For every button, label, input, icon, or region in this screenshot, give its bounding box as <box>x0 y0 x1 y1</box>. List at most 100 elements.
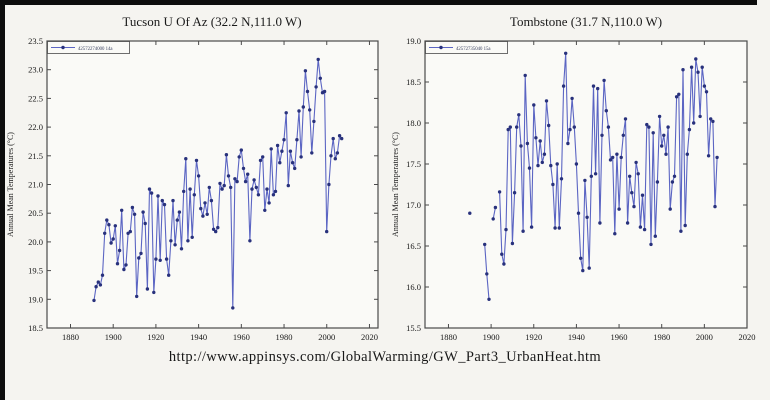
data-point-marker <box>540 160 544 165</box>
data-point-marker <box>645 122 649 127</box>
data-point-marker <box>207 185 211 190</box>
data-point-marker <box>544 99 549 103</box>
data-point-marker <box>103 231 107 235</box>
data-point-marker <box>211 227 216 231</box>
y-tick-label: 16.5 <box>406 241 421 251</box>
data-point-marker <box>468 211 472 215</box>
data-point-marker <box>325 229 329 234</box>
data-point-marker <box>109 241 113 245</box>
y-tick-label: 18.0 <box>406 118 421 128</box>
data-point-marker <box>327 182 331 187</box>
left-border-bar <box>0 0 5 400</box>
data-point-marker <box>175 218 179 222</box>
data-point-marker <box>515 125 519 129</box>
data-point-marker <box>120 208 124 212</box>
data-point-marker <box>504 227 508 232</box>
data-point-marker <box>696 70 700 74</box>
data-point-marker <box>154 257 158 261</box>
data-point-marker <box>329 154 333 158</box>
data-point-marker <box>192 193 196 197</box>
data-point-marker <box>316 57 320 62</box>
tucson-temperature-chart: Tucson U Of Az (32.2 N,111.0 W) 1880 1900 1… <box>6 14 379 342</box>
data-point-marker <box>147 187 152 191</box>
y-tick-label: 18.5 <box>406 77 421 87</box>
data-point-marker <box>340 136 344 141</box>
data-point-marker <box>521 229 525 233</box>
data-point-marker <box>655 180 660 184</box>
data-point-marker <box>670 180 675 184</box>
data-point-marker <box>613 232 617 236</box>
x-tick-label: 1980 <box>276 332 293 342</box>
data-point-marker <box>222 183 226 188</box>
legend-box <box>425 41 508 54</box>
data-point-marker <box>619 155 623 160</box>
y-tick-label: 19.0 <box>406 36 421 46</box>
data-point-marker <box>98 283 103 287</box>
data-point-marker <box>483 242 487 247</box>
data-point-marker <box>702 84 707 88</box>
data-point-marker <box>611 155 615 160</box>
data-point-marker <box>555 162 559 166</box>
data-point-marker <box>233 177 237 181</box>
data-point-marker <box>94 285 98 289</box>
x-tick-label: 1900 <box>105 332 122 342</box>
data-point-marker <box>549 163 553 168</box>
data-point-marker <box>491 217 495 221</box>
y-axis-title: Annual Mean Temperatures (°C) <box>391 132 400 237</box>
data-point-marker <box>261 155 265 159</box>
data-point-marker <box>653 234 657 238</box>
y-tick-label: 17.0 <box>406 200 421 210</box>
data-point-marker <box>248 239 252 243</box>
data-point-marker <box>664 152 668 156</box>
data-point-marker <box>280 149 284 153</box>
data-point-marker <box>566 141 570 146</box>
top-border-bar <box>0 0 757 5</box>
data-point-marker <box>630 191 634 195</box>
y-tick-label: 22.5 <box>28 93 43 103</box>
legend-marker <box>439 45 443 50</box>
data-point-marker <box>156 194 160 198</box>
data-point-marker <box>135 294 139 299</box>
data-point-marker <box>668 207 672 211</box>
data-point-marker <box>111 237 115 241</box>
data-point-marker <box>593 172 598 176</box>
data-point-marker <box>241 166 246 171</box>
data-point-marker <box>634 160 638 165</box>
data-point-marker <box>269 147 273 151</box>
y-tick-label: 20.0 <box>28 237 43 247</box>
tombstone-temperature-chart: Tombstone (31.7 N,110.0 W) 1880 1900 1920 19… <box>391 14 756 342</box>
y-tick-label: 18.5 <box>28 323 43 333</box>
data-point-marker <box>312 119 316 124</box>
data-point-marker <box>574 162 579 166</box>
data-point-marker <box>529 225 534 229</box>
data-point-marker <box>263 208 267 212</box>
data-point-marker <box>231 306 235 310</box>
data-point-marker <box>628 174 632 178</box>
x-tick-label: 1940 <box>190 332 207 342</box>
x-tick-label: 2020 <box>361 332 378 342</box>
data-point-marker <box>679 229 683 233</box>
y-tick-label: 17.5 <box>406 159 421 169</box>
data-point-marker <box>606 125 611 129</box>
data-point-marker <box>559 177 564 181</box>
data-point-marker <box>564 51 568 55</box>
data-point-marker <box>201 214 205 218</box>
data-point-marker <box>199 206 203 211</box>
data-point-marker <box>107 223 111 227</box>
data-point-marker <box>115 262 120 266</box>
data-point-marker <box>235 179 239 184</box>
data-point-marker <box>536 163 540 168</box>
data-point-marker <box>246 172 250 176</box>
data-point-marker <box>143 221 147 226</box>
data-point-marker <box>216 225 220 230</box>
data-point-marker <box>715 155 719 160</box>
data-point-marker <box>149 191 154 195</box>
x-tick-label: 1980 <box>653 332 670 342</box>
data-point-marker <box>229 185 233 190</box>
x-tick-label: 1960 <box>611 332 628 342</box>
data-point-marker <box>239 148 243 152</box>
x-tick-label: 2020 <box>739 332 756 342</box>
x-tick-label: 2000 <box>318 332 335 342</box>
data-point-marker <box>596 86 600 91</box>
data-point-marker <box>286 183 290 188</box>
